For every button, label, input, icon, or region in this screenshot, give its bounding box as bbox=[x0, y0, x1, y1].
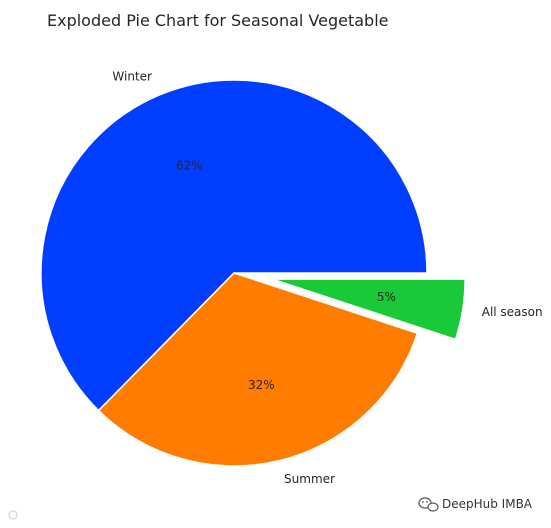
pie-labels: Winter 62% Summer 32% All season 5% bbox=[112, 70, 542, 486]
pie-percent-label: 62% bbox=[176, 159, 203, 173]
pie-slice-winter bbox=[40, 79, 428, 412]
pie-category-label: All season bbox=[482, 305, 543, 319]
wechat-icon bbox=[418, 497, 439, 512]
pie-percent-label: 5% bbox=[377, 290, 396, 304]
watermark-left bbox=[8, 510, 18, 520]
pie-slices bbox=[40, 79, 466, 467]
pie-category-label: Summer bbox=[284, 472, 335, 486]
weibo-icon bbox=[8, 510, 18, 520]
pie-slice-all-season bbox=[271, 278, 466, 341]
pie-percent-label: 32% bbox=[248, 378, 275, 392]
watermark-brand: DeepHub IMBA bbox=[442, 497, 533, 511]
pie-slice-summer bbox=[97, 272, 419, 467]
chart-title: Exploded Pie Chart for Seasonal Vegetabl… bbox=[47, 11, 389, 30]
pie-category-label: Winter bbox=[112, 70, 152, 84]
watermark: DeepHub IMBA bbox=[418, 497, 533, 512]
